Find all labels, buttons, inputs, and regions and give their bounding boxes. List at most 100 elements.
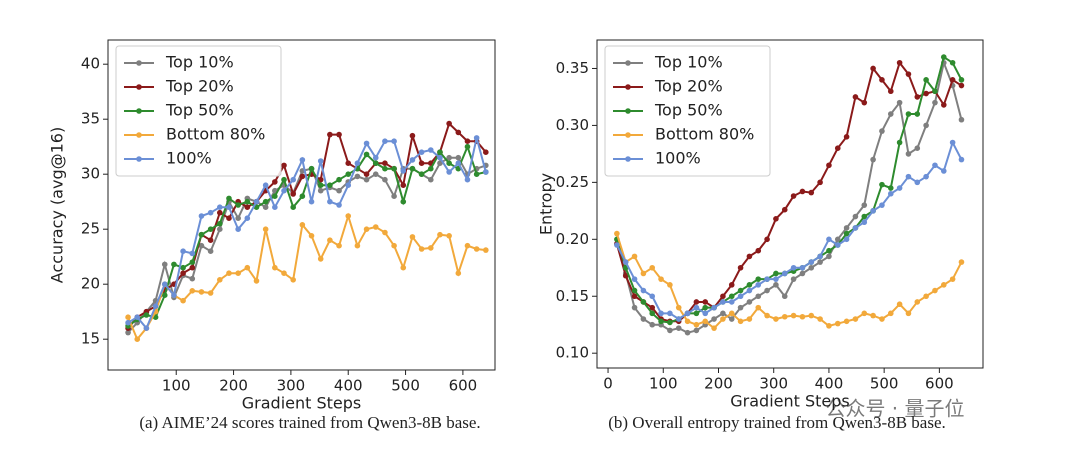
data-point bbox=[914, 111, 921, 117]
data-point bbox=[728, 293, 735, 300]
data-point bbox=[327, 131, 333, 138]
data-point bbox=[773, 316, 779, 322]
data-point bbox=[391, 193, 397, 199]
data-point bbox=[746, 299, 753, 305]
data-point bbox=[308, 233, 315, 239]
data-point bbox=[702, 318, 709, 325]
data-point bbox=[649, 264, 656, 271]
data-point bbox=[940, 168, 947, 174]
data-point bbox=[217, 226, 223, 232]
data-point bbox=[896, 139, 903, 146]
data-point bbox=[180, 248, 186, 254]
data-point bbox=[764, 312, 770, 319]
y-tick-label: 20 bbox=[81, 275, 100, 293]
data-point bbox=[879, 202, 885, 208]
data-point bbox=[281, 176, 287, 183]
data-point bbox=[363, 176, 370, 183]
data-point bbox=[737, 293, 744, 300]
data-point bbox=[720, 293, 726, 300]
data-point bbox=[702, 299, 709, 305]
data-point bbox=[446, 160, 452, 166]
data-point bbox=[799, 270, 806, 277]
x-tick-label: 100 bbox=[162, 377, 191, 395]
data-point bbox=[896, 185, 903, 191]
data-point bbox=[843, 225, 850, 231]
x-axis-label: Gradient Steps bbox=[730, 392, 850, 411]
legend-label: Top 50% bbox=[654, 101, 723, 120]
data-point bbox=[861, 219, 868, 226]
legend-marker bbox=[136, 84, 142, 90]
data-point bbox=[180, 297, 186, 304]
data-point bbox=[631, 293, 638, 300]
data-point bbox=[932, 88, 938, 95]
data-point bbox=[134, 336, 141, 343]
data-point bbox=[799, 264, 806, 271]
data-point bbox=[372, 154, 379, 161]
x-axis-label: Gradient Steps bbox=[242, 394, 362, 413]
data-point bbox=[746, 316, 753, 322]
data-point bbox=[382, 165, 388, 172]
data-point bbox=[861, 202, 868, 208]
data-point bbox=[649, 310, 656, 317]
data-point bbox=[198, 242, 205, 249]
data-point bbox=[483, 169, 489, 175]
data-point bbox=[272, 179, 278, 185]
data-point bbox=[764, 276, 770, 282]
x-tick-label: 300 bbox=[759, 375, 788, 393]
data-point bbox=[409, 157, 416, 163]
data-point bbox=[843, 318, 850, 325]
series-line bbox=[615, 233, 963, 330]
data-point bbox=[198, 231, 205, 238]
data-point bbox=[455, 154, 462, 161]
data-point bbox=[363, 171, 370, 177]
data-point bbox=[262, 198, 269, 205]
data-point bbox=[400, 264, 407, 271]
data-point bbox=[667, 282, 673, 288]
data-point bbox=[336, 187, 342, 194]
data-point bbox=[693, 321, 700, 328]
data-point bbox=[217, 204, 223, 210]
data-point bbox=[711, 325, 717, 331]
data-point bbox=[781, 293, 788, 300]
data-point bbox=[631, 287, 638, 294]
series-line bbox=[127, 121, 487, 329]
data-point bbox=[207, 290, 214, 296]
data-point bbox=[843, 134, 850, 140]
data-point bbox=[905, 310, 912, 317]
data-point bbox=[180, 270, 186, 277]
x-tick-label: 500 bbox=[391, 377, 420, 395]
data-point bbox=[446, 154, 452, 161]
data-point bbox=[923, 77, 929, 83]
legend-label: Top 10% bbox=[165, 53, 234, 72]
data-point bbox=[949, 139, 956, 146]
x-tick-label: 300 bbox=[277, 377, 306, 395]
data-point bbox=[345, 160, 352, 166]
data-point bbox=[189, 264, 196, 271]
data-point bbox=[614, 230, 620, 237]
data-point bbox=[932, 162, 938, 169]
data-point bbox=[649, 321, 656, 328]
data-point bbox=[817, 253, 823, 260]
data-point bbox=[382, 176, 388, 183]
data-point bbox=[483, 149, 489, 155]
data-point bbox=[826, 162, 832, 169]
data-point bbox=[161, 281, 168, 288]
data-point bbox=[336, 176, 342, 183]
data-point bbox=[667, 319, 673, 326]
data-point bbox=[171, 261, 177, 268]
data-point bbox=[363, 140, 370, 147]
data-point bbox=[887, 310, 894, 317]
data-point bbox=[244, 215, 251, 221]
data-point bbox=[640, 287, 647, 294]
data-point bbox=[198, 213, 205, 219]
data-point bbox=[684, 310, 691, 317]
data-point bbox=[817, 259, 823, 265]
data-point bbox=[622, 259, 629, 265]
legend-marker bbox=[136, 60, 142, 66]
data-point bbox=[235, 215, 241, 221]
data-point bbox=[870, 156, 876, 163]
data-point bbox=[684, 318, 691, 325]
data-point bbox=[790, 193, 797, 199]
data-point bbox=[790, 264, 797, 271]
data-point bbox=[737, 287, 744, 294]
